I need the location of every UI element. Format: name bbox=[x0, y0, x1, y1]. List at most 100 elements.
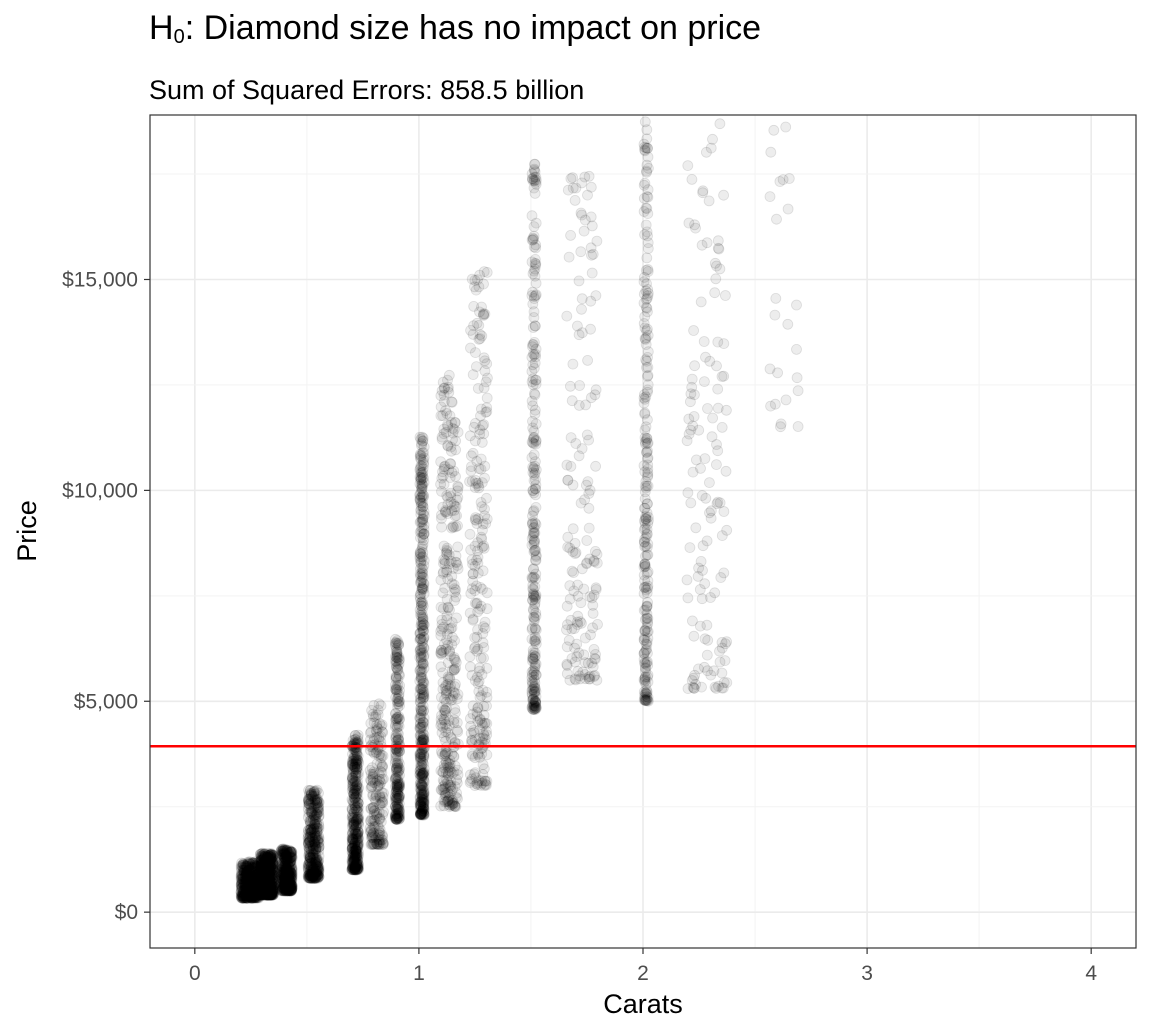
data-point bbox=[527, 286, 538, 298]
data-point bbox=[393, 691, 405, 702]
data-point bbox=[567, 172, 578, 184]
data-point bbox=[236, 889, 247, 901]
data-point bbox=[249, 891, 261, 903]
data-point bbox=[249, 878, 261, 890]
data-point bbox=[240, 891, 252, 903]
data-point bbox=[248, 882, 260, 894]
data-point bbox=[303, 851, 315, 862]
data-point bbox=[440, 405, 452, 417]
data-point bbox=[248, 872, 260, 883]
data-point bbox=[246, 887, 258, 899]
data-point bbox=[764, 363, 776, 375]
x-axis-title: Carats bbox=[603, 989, 683, 1019]
data-point bbox=[638, 318, 650, 329]
title-subscript: 0 bbox=[173, 26, 185, 48]
data-point bbox=[642, 583, 654, 594]
data-point bbox=[245, 873, 256, 885]
data-point bbox=[465, 450, 477, 462]
data-point bbox=[705, 512, 717, 524]
data-point bbox=[247, 872, 259, 884]
data-point bbox=[250, 865, 262, 877]
data-point bbox=[248, 861, 260, 873]
data-point bbox=[566, 653, 578, 664]
data-point bbox=[527, 232, 539, 244]
data-point bbox=[253, 880, 265, 892]
data-point bbox=[251, 879, 263, 891]
data-point bbox=[240, 889, 251, 901]
data-point bbox=[252, 889, 264, 901]
data-point bbox=[561, 641, 573, 653]
data-point bbox=[563, 251, 575, 263]
data-point bbox=[587, 608, 599, 619]
data-point bbox=[249, 867, 261, 879]
data-point bbox=[638, 276, 650, 288]
data-point bbox=[682, 160, 694, 172]
data-point bbox=[237, 872, 249, 884]
data-point bbox=[240, 873, 252, 885]
data-point bbox=[579, 657, 591, 668]
data-point bbox=[246, 890, 258, 901]
data-point bbox=[248, 868, 259, 880]
chart-title: H0: Diamond size has no impact on price bbox=[149, 9, 762, 48]
data-point bbox=[235, 886, 247, 897]
data-point bbox=[256, 888, 267, 900]
data-point bbox=[249, 877, 261, 889]
data-point bbox=[244, 891, 256, 903]
data-point bbox=[242, 858, 254, 870]
data-point bbox=[570, 438, 582, 449]
data-point bbox=[347, 795, 359, 806]
data-point bbox=[243, 873, 255, 885]
data-point bbox=[251, 874, 263, 885]
data-point bbox=[266, 873, 278, 885]
data-point bbox=[244, 871, 255, 882]
data-point bbox=[243, 887, 255, 898]
data-point bbox=[237, 858, 249, 870]
data-point bbox=[249, 859, 261, 871]
data-point bbox=[250, 891, 261, 902]
data-point bbox=[639, 541, 651, 553]
data-point bbox=[239, 861, 251, 873]
data-point bbox=[246, 867, 257, 878]
data-point bbox=[248, 892, 260, 904]
data-point bbox=[478, 266, 490, 278]
data-point bbox=[418, 717, 430, 729]
data-point bbox=[561, 310, 573, 322]
data-point bbox=[244, 882, 256, 893]
data-point bbox=[239, 864, 251, 875]
data-point bbox=[243, 875, 255, 886]
data-point bbox=[416, 486, 427, 498]
data-point bbox=[247, 891, 259, 903]
data-point bbox=[641, 252, 653, 264]
data-point bbox=[253, 886, 264, 898]
data-point bbox=[245, 879, 257, 891]
data-point bbox=[641, 362, 652, 373]
data-point bbox=[446, 578, 458, 590]
data-point bbox=[351, 762, 363, 773]
data-point bbox=[244, 864, 256, 876]
data-point bbox=[260, 853, 272, 865]
data-point bbox=[238, 866, 250, 878]
data-point bbox=[264, 889, 276, 901]
data-point bbox=[702, 665, 713, 677]
data-point bbox=[721, 404, 732, 416]
data-point bbox=[770, 292, 782, 304]
data-point bbox=[690, 522, 702, 534]
data-point bbox=[590, 584, 602, 595]
data-point bbox=[250, 891, 262, 902]
data-point bbox=[313, 866, 325, 877]
data-point bbox=[574, 380, 585, 391]
data-point bbox=[235, 873, 247, 885]
data-point bbox=[236, 882, 248, 893]
data-point bbox=[530, 351, 541, 363]
data-point bbox=[241, 889, 253, 900]
data-point bbox=[246, 876, 258, 888]
data-point bbox=[251, 873, 263, 885]
data-point bbox=[253, 891, 265, 903]
data-point bbox=[236, 873, 248, 885]
data-point bbox=[241, 892, 253, 904]
data-point bbox=[240, 861, 252, 872]
data-point bbox=[242, 876, 254, 887]
data-point bbox=[238, 884, 250, 895]
data-point bbox=[244, 873, 256, 885]
